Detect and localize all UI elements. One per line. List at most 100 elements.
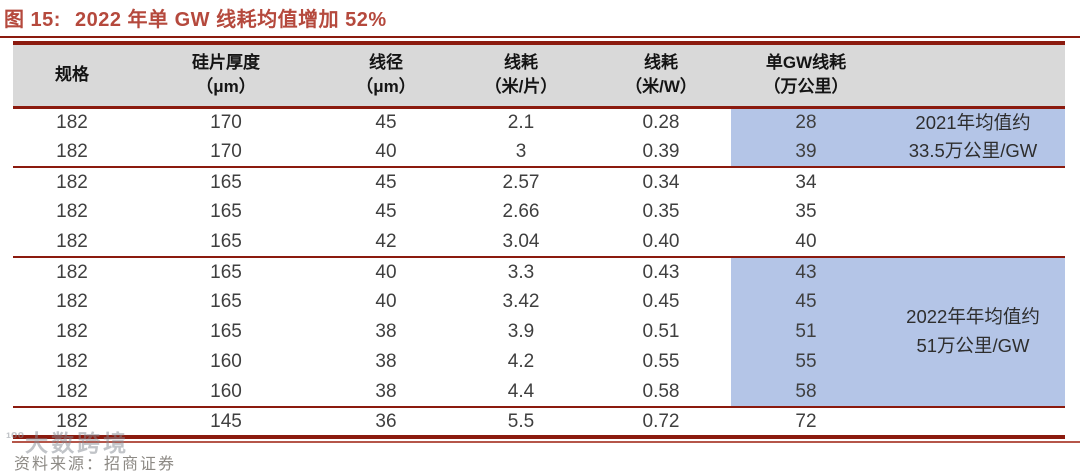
table-header: 规格 硅片厚度 （μm） 线径 （μm） 线耗 （米/片） 线耗 （米/W） 单GW线耗…: [13, 40, 1065, 109]
cell-wafer-thickness: 165: [131, 256, 321, 288]
annotation-cell: 2022年年均值约 51万公里/GW: [881, 256, 1065, 408]
cell-wafer-thickness: 170: [210, 140, 242, 162]
cell-wire-use-per-watt: 0.51: [642, 321, 680, 343]
cell-spec: 182: [56, 380, 88, 402]
cell-wire-use-per-piece: 3.3: [451, 256, 591, 288]
table-row: 182 160 38 4.4 0.58 58: [13, 377, 1065, 408]
cell-wire-use-per-piece: 3.04: [502, 230, 540, 252]
table-row: 182 170 45 2.1 0.28 28 2021年均值约 33.5万公里/GW: [13, 107, 1065, 168]
cell-wire-diameter: 40: [375, 140, 397, 162]
cell-wire-use-per-piece: 4.2: [507, 351, 535, 373]
cell-wire-diameter: 45: [321, 166, 451, 198]
table-row: 182 145 36 5.5 0.72 72: [13, 406, 1065, 438]
cell-gw-wire-use: 40: [795, 230, 817, 252]
cell-wafer-thickness: 160: [210, 351, 242, 373]
cell-spec: 182: [56, 140, 88, 162]
cell-spec: 182: [56, 201, 88, 223]
col-header-wire-use-per-piece: 线耗 （米/片）: [451, 40, 591, 109]
table-row: 182 165 38 3.9 0.51 51: [13, 317, 1065, 348]
cell-gw-wire-use: 39: [731, 137, 881, 168]
cell-wire-use-per-watt: 0.72: [591, 406, 731, 438]
annotation-line: 33.5万公里/GW: [908, 140, 1038, 162]
cell-wire-use-per-piece: 3: [515, 140, 527, 162]
cell-wire-use-per-watt: 0.39: [642, 140, 680, 162]
cell-wire-use-per-piece: 5.5: [451, 406, 591, 438]
annotation-line: 51万公里/GW: [916, 335, 1030, 357]
source-line: 资料来源：招商证券: [14, 450, 1080, 474]
annotation-cell: [881, 166, 1065, 258]
cell-gw-wire-use: 58: [731, 377, 881, 408]
annotation-cell: [881, 406, 1065, 438]
cell-wire-use-per-piece: 2.1: [507, 111, 535, 133]
cell-wire-use-per-watt: 0.58: [642, 380, 680, 402]
table-row: 182 170 40 3 0.39 39: [13, 137, 1065, 168]
wire-consumption-table: 规格 硅片厚度 （μm） 线径 （μm） 线耗 （米/片） 线耗 （米/W） 单GW线耗…: [13, 40, 1065, 440]
table-row: 182 165 45 2.57 0.34 34: [13, 166, 1065, 258]
cell-spec: 182: [56, 111, 88, 133]
cell-spec: 182: [56, 230, 88, 252]
caption-underline: [0, 36, 1080, 38]
cell-wire-diameter: 40: [321, 256, 451, 288]
cell-gw-wire-use: 28: [731, 107, 881, 138]
cell-gw-wire-use: 34: [731, 166, 881, 198]
figure-title: 2022 年单 GW 线耗均值增加 52%: [74, 9, 387, 31]
cell-spec: 182: [56, 321, 88, 343]
cell-wafer-thickness: 165: [210, 230, 242, 252]
cell-gw-wire-use: 72: [731, 406, 881, 438]
cell-wire-diameter: 45: [375, 201, 397, 223]
col-header-annotation: [881, 40, 1065, 109]
annotation-line: 2021年均值约: [915, 111, 1031, 133]
cell-wire-diameter: 36: [321, 406, 451, 438]
table-bottom-rule: [12, 441, 1080, 444]
cell-wafer-thickness: 165: [210, 291, 242, 313]
cell-gw-wire-use: 51: [731, 317, 881, 348]
cell-gw-wire-use: 55: [731, 347, 881, 378]
cell-spec: 182: [13, 166, 131, 198]
cell-wire-use-per-watt: 0.35: [642, 201, 680, 223]
header-row: 规格 硅片厚度 （μm） 线径 （μm） 线耗 （米/片） 线耗 （米/W） 单GW线耗…: [13, 40, 1065, 109]
cell-gw-wire-use: 43: [731, 256, 881, 288]
col-header-wire-diameter: 线径 （μm）: [321, 40, 451, 109]
cell-wire-use-per-watt: 0.45: [642, 291, 680, 313]
cell-spec: 182: [56, 351, 88, 373]
figure-label: 图 15:: [4, 9, 61, 31]
col-header-wafer-thickness: 硅片厚度 （μm）: [131, 40, 321, 109]
cell-wire-use-per-watt: 0.40: [642, 230, 680, 252]
table-row: 182 160 38 4.2 0.55 55: [13, 347, 1065, 378]
cell-spec: 182: [13, 256, 131, 288]
col-header-gw-wire-use: 单GW线耗 （万公里）: [731, 40, 881, 109]
table-row: 182 165 45 2.66 0.35 35: [13, 197, 1065, 227]
cell-wire-use-per-piece: 4.4: [507, 380, 535, 402]
cell-wire-diameter: 38: [375, 351, 397, 373]
annotation-line: 2022年年均值约: [906, 306, 1040, 328]
cell-wire-use-per-watt: 0.43: [591, 256, 731, 288]
cell-wafer-thickness: 170: [210, 111, 242, 133]
cell-wire-diameter: 40: [375, 291, 397, 313]
table-body: 182 170 45 2.1 0.28 28 2021年均值约 33.5万公里/GW 182 17…: [13, 107, 1065, 438]
annotation-cell: 2021年均值约 33.5万公里/GW: [881, 107, 1065, 168]
cell-wire-diameter: 45: [375, 111, 397, 133]
cell-wire-diameter: 38: [375, 321, 397, 343]
figure-caption: 图 15: 2022 年单 GW 线耗均值增加 52%: [0, 0, 1080, 36]
cell-wire-use-per-piece: 3.42: [502, 291, 540, 313]
cell-wire-use-per-watt: 0.28: [642, 111, 680, 133]
cell-gw-wire-use: 35: [795, 201, 817, 223]
table-row: 182 165 40 3.3 0.43 43 2022年年均值约 51万公里/GW: [13, 256, 1065, 408]
cell-wafer-thickness: 165: [210, 321, 242, 343]
cell-wafer-thickness: 145: [131, 406, 321, 438]
cell-wire-use-per-watt: 0.55: [642, 351, 680, 373]
cell-wire-diameter: 42: [375, 230, 397, 252]
cell-spec: 182: [13, 406, 131, 438]
table-row: 182 165 40 3.42 0.45 45: [13, 287, 1065, 318]
cell-wafer-thickness: 165: [210, 201, 242, 223]
cell-wire-diameter: 38: [375, 380, 397, 402]
source-text: 资料来源：招商证券: [14, 456, 177, 474]
col-header-spec: 规格: [13, 40, 131, 109]
cell-spec: 182: [56, 291, 88, 313]
cell-wafer-thickness: 165: [131, 166, 321, 198]
cell-gw-wire-use: 45: [731, 287, 881, 318]
col-header-wire-use-per-watt: 线耗 （米/W）: [591, 40, 731, 109]
cell-wire-use-per-piece: 3.9: [507, 321, 535, 343]
cell-wafer-thickness: 160: [210, 380, 242, 402]
table-row: 182 165 42 3.04 0.40 40: [13, 227, 1065, 257]
